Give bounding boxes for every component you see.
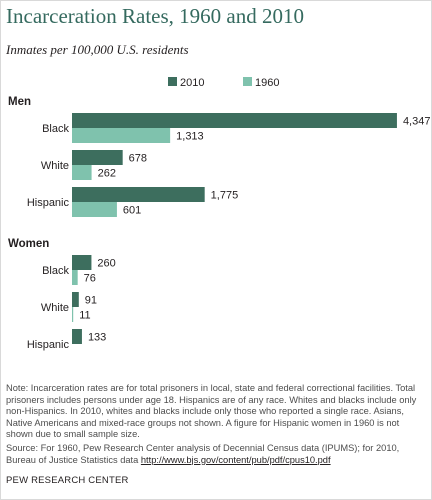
- bar-men-black-2010: [72, 113, 397, 128]
- legend-swatch-1960: [243, 77, 252, 86]
- value-label-women-white-1960: 11: [79, 310, 90, 322]
- source-text: Source: For 1960, Pew Research Center an…: [6, 443, 400, 465]
- bar-men-hispanic-1960: [72, 202, 117, 217]
- category-label-women-black: Black: [42, 265, 69, 277]
- category-label-men-white: White: [41, 160, 69, 172]
- value-label-women-black-2010: 260: [97, 258, 115, 270]
- value-label-men-black-2010: 4,347: [403, 116, 431, 128]
- category-label-women-white: White: [41, 302, 69, 314]
- value-label-women-black-1960: 76: [84, 273, 96, 285]
- bar-women-black-1960: [72, 270, 78, 285]
- bar-women-white-1960: [72, 307, 74, 322]
- value-label-men-black-1960: 1,313: [176, 131, 204, 143]
- legend-swatch-2010: [168, 77, 177, 86]
- bar-chart: 2010 1960 Men Black 4,347 1,313 White 678 262 His…: [8, 77, 431, 351]
- credit-line: PEW RESEARCH CENTER: [6, 475, 129, 486]
- chart-subtitle: Inmates per 100,000 U.S. residents: [6, 42, 189, 57]
- chart-source: Source: For 1960, Pew Research Center an…: [6, 443, 424, 466]
- value-label-women-white-2010: 91: [85, 295, 97, 307]
- group-label-women: Women: [8, 238, 49, 250]
- bar-women-black-2010: [72, 255, 92, 270]
- chart-title: Incarceration Rates, 1960 and 2010: [6, 4, 304, 28]
- source-link[interactable]: http://www.bjs.gov/content/pub/pdf/cpus1…: [140, 454, 331, 465]
- bar-men-hispanic-2010: [72, 187, 205, 202]
- category-label-women-hispanic: Hispanic: [27, 339, 70, 351]
- value-label-men-hispanic-1960: 601: [123, 205, 141, 217]
- legend-label-2010: 2010: [180, 77, 204, 89]
- bar-women-white-2010: [72, 292, 79, 307]
- category-label-men-hispanic: Hispanic: [27, 197, 70, 209]
- value-label-men-hispanic-2010: 1,775: [211, 190, 239, 202]
- value-label-women-hispanic-2010: 133: [88, 332, 106, 344]
- value-label-men-white-2010: 678: [129, 153, 147, 165]
- chart-note: Note: Incarceration rates are for total …: [6, 383, 417, 439]
- group-label-men: Men: [8, 96, 31, 108]
- category-label-men-black: Black: [42, 123, 69, 135]
- legend-label-1960: 1960: [255, 77, 279, 89]
- value-label-men-white-1960: 262: [98, 168, 116, 180]
- bar-men-white-2010: [72, 150, 123, 165]
- bar-men-white-1960: [72, 165, 92, 180]
- bar-women-hispanic-2010: [72, 329, 82, 344]
- bar-men-black-1960: [72, 128, 171, 143]
